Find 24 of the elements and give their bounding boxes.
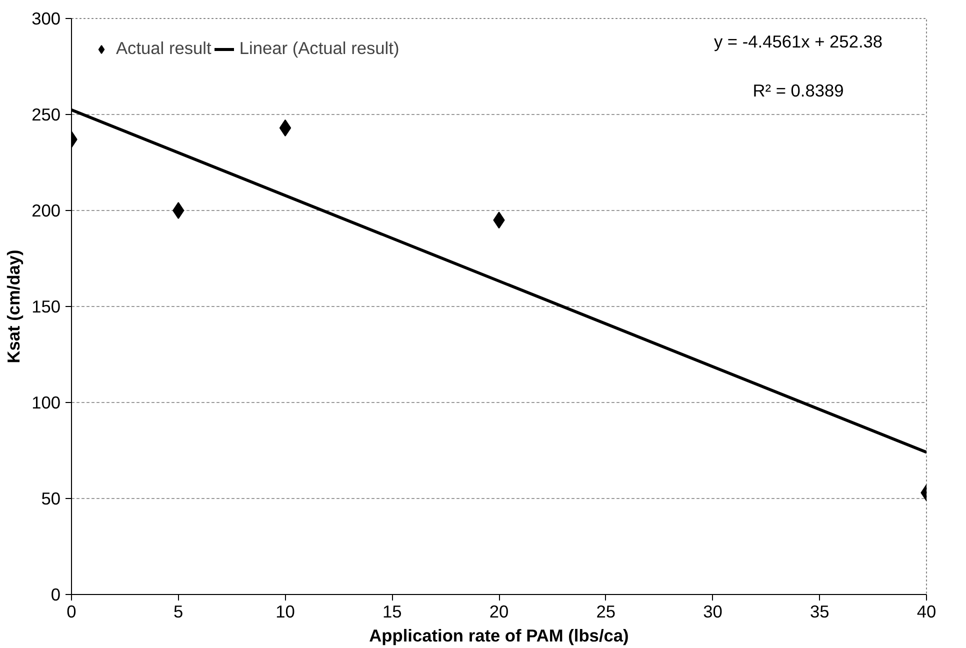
legend-label: Linear (Actual result) [239,38,400,59]
x-tick-label: 20 [489,602,509,622]
x-tick-label: 30 [703,602,722,622]
y-tick-label: 150 [32,296,61,316]
y-tick-label: 50 [41,488,61,508]
legend-label: Actual result [116,38,212,59]
x-axis-title: Application rate of PAM (lbs/ca) [369,626,629,646]
annotation: R² = 0.8389 [752,80,844,100]
point [172,202,184,219]
y-axis-title: Ksat (cm/day) [4,250,24,364]
y-tick-label: 200 [32,200,61,220]
y-tick-label: 250 [32,104,61,124]
x-tick-label: 40 [916,602,936,622]
x-tick-label: 15 [382,602,402,622]
y-tick-label: 300 [32,8,61,28]
point [279,119,292,136]
y-tick-label: 100 [32,392,61,412]
x-tick-label: 25 [596,602,616,622]
x-tick-label: 0 [66,602,76,622]
x-tick-label: 35 [810,602,830,622]
x-tick-label: 10 [276,602,295,622]
x-tick-label: 5 [174,602,184,622]
annotation: y = -4.4561x + 252.38 [714,32,883,52]
y-tick-label: 0 [50,584,61,604]
